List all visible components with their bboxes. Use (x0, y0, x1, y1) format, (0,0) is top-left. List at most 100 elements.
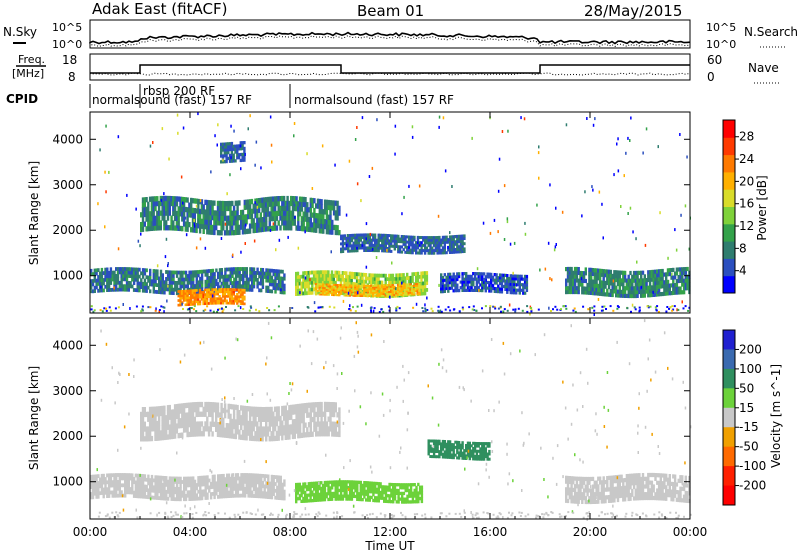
power-echo-cell (138, 275, 140, 279)
power-scatter-point (426, 297, 428, 300)
power-ground-point (668, 308, 670, 310)
power-echo-cell (606, 289, 608, 293)
power-echo-cell (211, 205, 213, 210)
power-scatter-point (118, 135, 120, 138)
power-ground-point (500, 306, 502, 308)
power-scatter-point (221, 237, 223, 240)
power-ground-point (601, 306, 603, 308)
noise-tick-top-left: 10^5 (52, 21, 82, 34)
velocity-echo-cell (179, 477, 181, 481)
power-scatter-point (309, 278, 311, 281)
power-echo-cell (117, 277, 119, 281)
power-scatter-point (200, 237, 202, 240)
power-scatter-point (372, 167, 374, 170)
velocity-echo-cell (213, 478, 215, 482)
power-echo-cell (251, 288, 253, 292)
power-echo-cell (92, 283, 94, 287)
power-scatter-point (591, 185, 593, 188)
power-ground-point (431, 308, 433, 310)
power-echo-cell (108, 285, 110, 289)
power-scatter-point (412, 125, 414, 128)
power-scatter-point (657, 291, 659, 294)
power-echo-cell (320, 199, 322, 204)
power-echo-cell (246, 271, 248, 275)
power-echo-cell (661, 277, 663, 281)
power-scatter-point (642, 152, 644, 155)
velocity-echo-cell (167, 497, 169, 501)
power-echo-cell (156, 269, 158, 273)
power-echo-cell (661, 269, 663, 273)
velocity-echo-cell (235, 480, 237, 484)
velocity-echo-cell (199, 486, 201, 490)
power-echo-cell (624, 290, 626, 294)
power-colorbar: 481216202428 Power [dB] (723, 120, 769, 294)
power-ground-point (502, 311, 504, 313)
power-ground-point (556, 309, 558, 311)
velocity-echo-cell (215, 492, 217, 496)
power-scatter-point (196, 246, 198, 249)
velocity-echo-cell (128, 480, 130, 484)
power-scatter-point (438, 215, 440, 218)
power-scatter-point (520, 116, 522, 119)
power-echo-cell (176, 201, 178, 206)
power-scatter-point (299, 291, 301, 294)
power-echo-cell (424, 285, 426, 289)
station-title: Adak East (fitACF) (92, 0, 227, 18)
velocity-echo-cell (92, 495, 94, 499)
power-scatter-point (630, 207, 632, 210)
power-ground-point (380, 308, 382, 310)
power-echo-cell (140, 278, 142, 282)
power-colorbar-cell (723, 258, 735, 276)
power-scatter-point (471, 137, 473, 140)
power-scatter-point (97, 202, 99, 205)
velocity-echo-cell (115, 490, 117, 494)
velocity-echo-cell (108, 487, 110, 491)
power-colorbar-cell (723, 120, 735, 138)
power-scatter-point (486, 279, 488, 282)
velocity-echo-cell (264, 478, 266, 482)
power-echo-cell (374, 236, 376, 239)
power-ground-point (106, 310, 108, 312)
power-colorbar-tick-label: 16 (739, 197, 754, 211)
power-ground-point (554, 306, 556, 308)
power-ground-point (572, 310, 574, 312)
power-echo-cell (619, 286, 621, 290)
power-scatter-point (210, 170, 212, 173)
power-ground-point (656, 305, 658, 307)
velocity-echo-cell (206, 475, 208, 479)
power-scatter-point (635, 237, 637, 240)
power-scatter-point (509, 304, 511, 307)
power-echo-cell (203, 229, 205, 234)
power-scatter-point (454, 235, 456, 238)
power-echo-cell (526, 286, 528, 289)
power-echo-cell (526, 275, 528, 278)
power-echo-cell (522, 289, 524, 292)
power-echo-cell (95, 286, 97, 290)
velocity-echo-cell (179, 487, 181, 491)
power-echo-cell (188, 222, 190, 227)
power-echo-cell (445, 251, 447, 254)
power-ground-point (618, 306, 620, 308)
power-ground-point (225, 306, 227, 308)
power-echo-cell (463, 247, 465, 250)
power-echo-cell (196, 277, 198, 281)
power-scatter-point (366, 266, 368, 269)
power-echo-cell (313, 198, 315, 203)
power-colorbar-tick-label: 24 (739, 152, 754, 166)
power-echo-cell (163, 291, 165, 295)
power-scatter-point (369, 175, 371, 178)
velocity-echo-cell (147, 475, 149, 479)
velocity-echo-cell (264, 488, 266, 492)
beam-title: Beam 01 (357, 2, 424, 20)
power-scatter-point (476, 278, 478, 281)
power-colorbar-ticks: 481216202428 (735, 130, 754, 278)
power-scatter-point (490, 232, 492, 235)
power-echo-cell (672, 268, 674, 272)
power-ground-point (656, 310, 658, 312)
velocity-echo-cell (244, 494, 246, 498)
power-echo-cell (283, 291, 285, 295)
power-ground-point (274, 309, 276, 311)
power-echo-cell (465, 272, 467, 275)
power-scatter-point (625, 152, 627, 155)
power-echo-cell (306, 202, 308, 207)
